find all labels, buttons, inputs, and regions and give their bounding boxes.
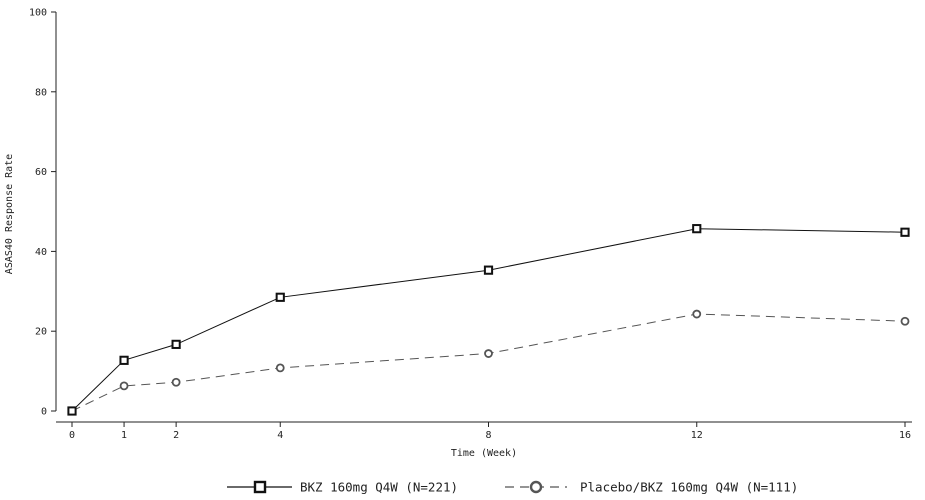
series-1 xyxy=(67,224,910,416)
series-1-point xyxy=(119,355,129,365)
legend-marker-square xyxy=(253,480,267,494)
x-tick-label: 12 xyxy=(691,430,703,441)
series-1-point xyxy=(483,265,494,275)
series-1-line xyxy=(71,228,906,412)
x-axis-label: Time (Week) xyxy=(451,448,517,459)
x-ticks: 0 1 2 4 8 12 16 xyxy=(69,422,911,441)
series-2-point xyxy=(275,363,285,373)
y-ticks: 0 20 40 60 80 100 xyxy=(29,8,56,418)
series-1-point xyxy=(692,224,702,234)
y-tick-label: 40 xyxy=(35,247,47,258)
y-axis-label: ASAS40 Response Rate xyxy=(4,154,15,274)
series-2-point xyxy=(171,377,181,387)
series-1-point xyxy=(275,292,285,302)
series-layer xyxy=(67,224,910,416)
x-tick-label: 0 xyxy=(69,430,75,441)
legend-label: BKZ 160mg Q4W (N=221) xyxy=(300,480,458,495)
x-tick-label: 16 xyxy=(899,430,911,441)
series-2-point xyxy=(119,381,129,391)
y-tick-label: 100 xyxy=(29,8,47,19)
y-tick-label: 60 xyxy=(35,167,47,178)
y-tick-label: 80 xyxy=(35,87,47,98)
series-2-point xyxy=(692,309,702,319)
axes xyxy=(55,12,912,423)
y-tick-label: 20 xyxy=(35,327,47,338)
legend-label: Placebo/BKZ 160mg Q4W (N=111) xyxy=(580,480,798,495)
series-2 xyxy=(67,309,910,416)
legend-marker-circle xyxy=(529,480,543,494)
x-tick-label: 4 xyxy=(277,430,283,441)
series-1-point xyxy=(900,227,910,237)
series-1-point xyxy=(67,406,77,416)
series-2-point xyxy=(900,316,910,326)
x-tick-label: 8 xyxy=(485,430,491,441)
x-tick-label: 1 xyxy=(121,430,127,441)
series-2-point xyxy=(484,349,493,358)
x-tick-label: 2 xyxy=(173,430,179,441)
legend-item-2: Placebo/BKZ 160mg Q4W (N=111) xyxy=(505,480,798,495)
legend-item-1: BKZ 160mg Q4W (N=221) xyxy=(227,480,458,495)
y-tick-label: 0 xyxy=(41,407,47,418)
series-1-point xyxy=(171,339,181,349)
series-2-line xyxy=(71,313,906,412)
legend: BKZ 160mg Q4W (N=221) Placebo/BKZ 160mg Q… xyxy=(227,480,798,495)
